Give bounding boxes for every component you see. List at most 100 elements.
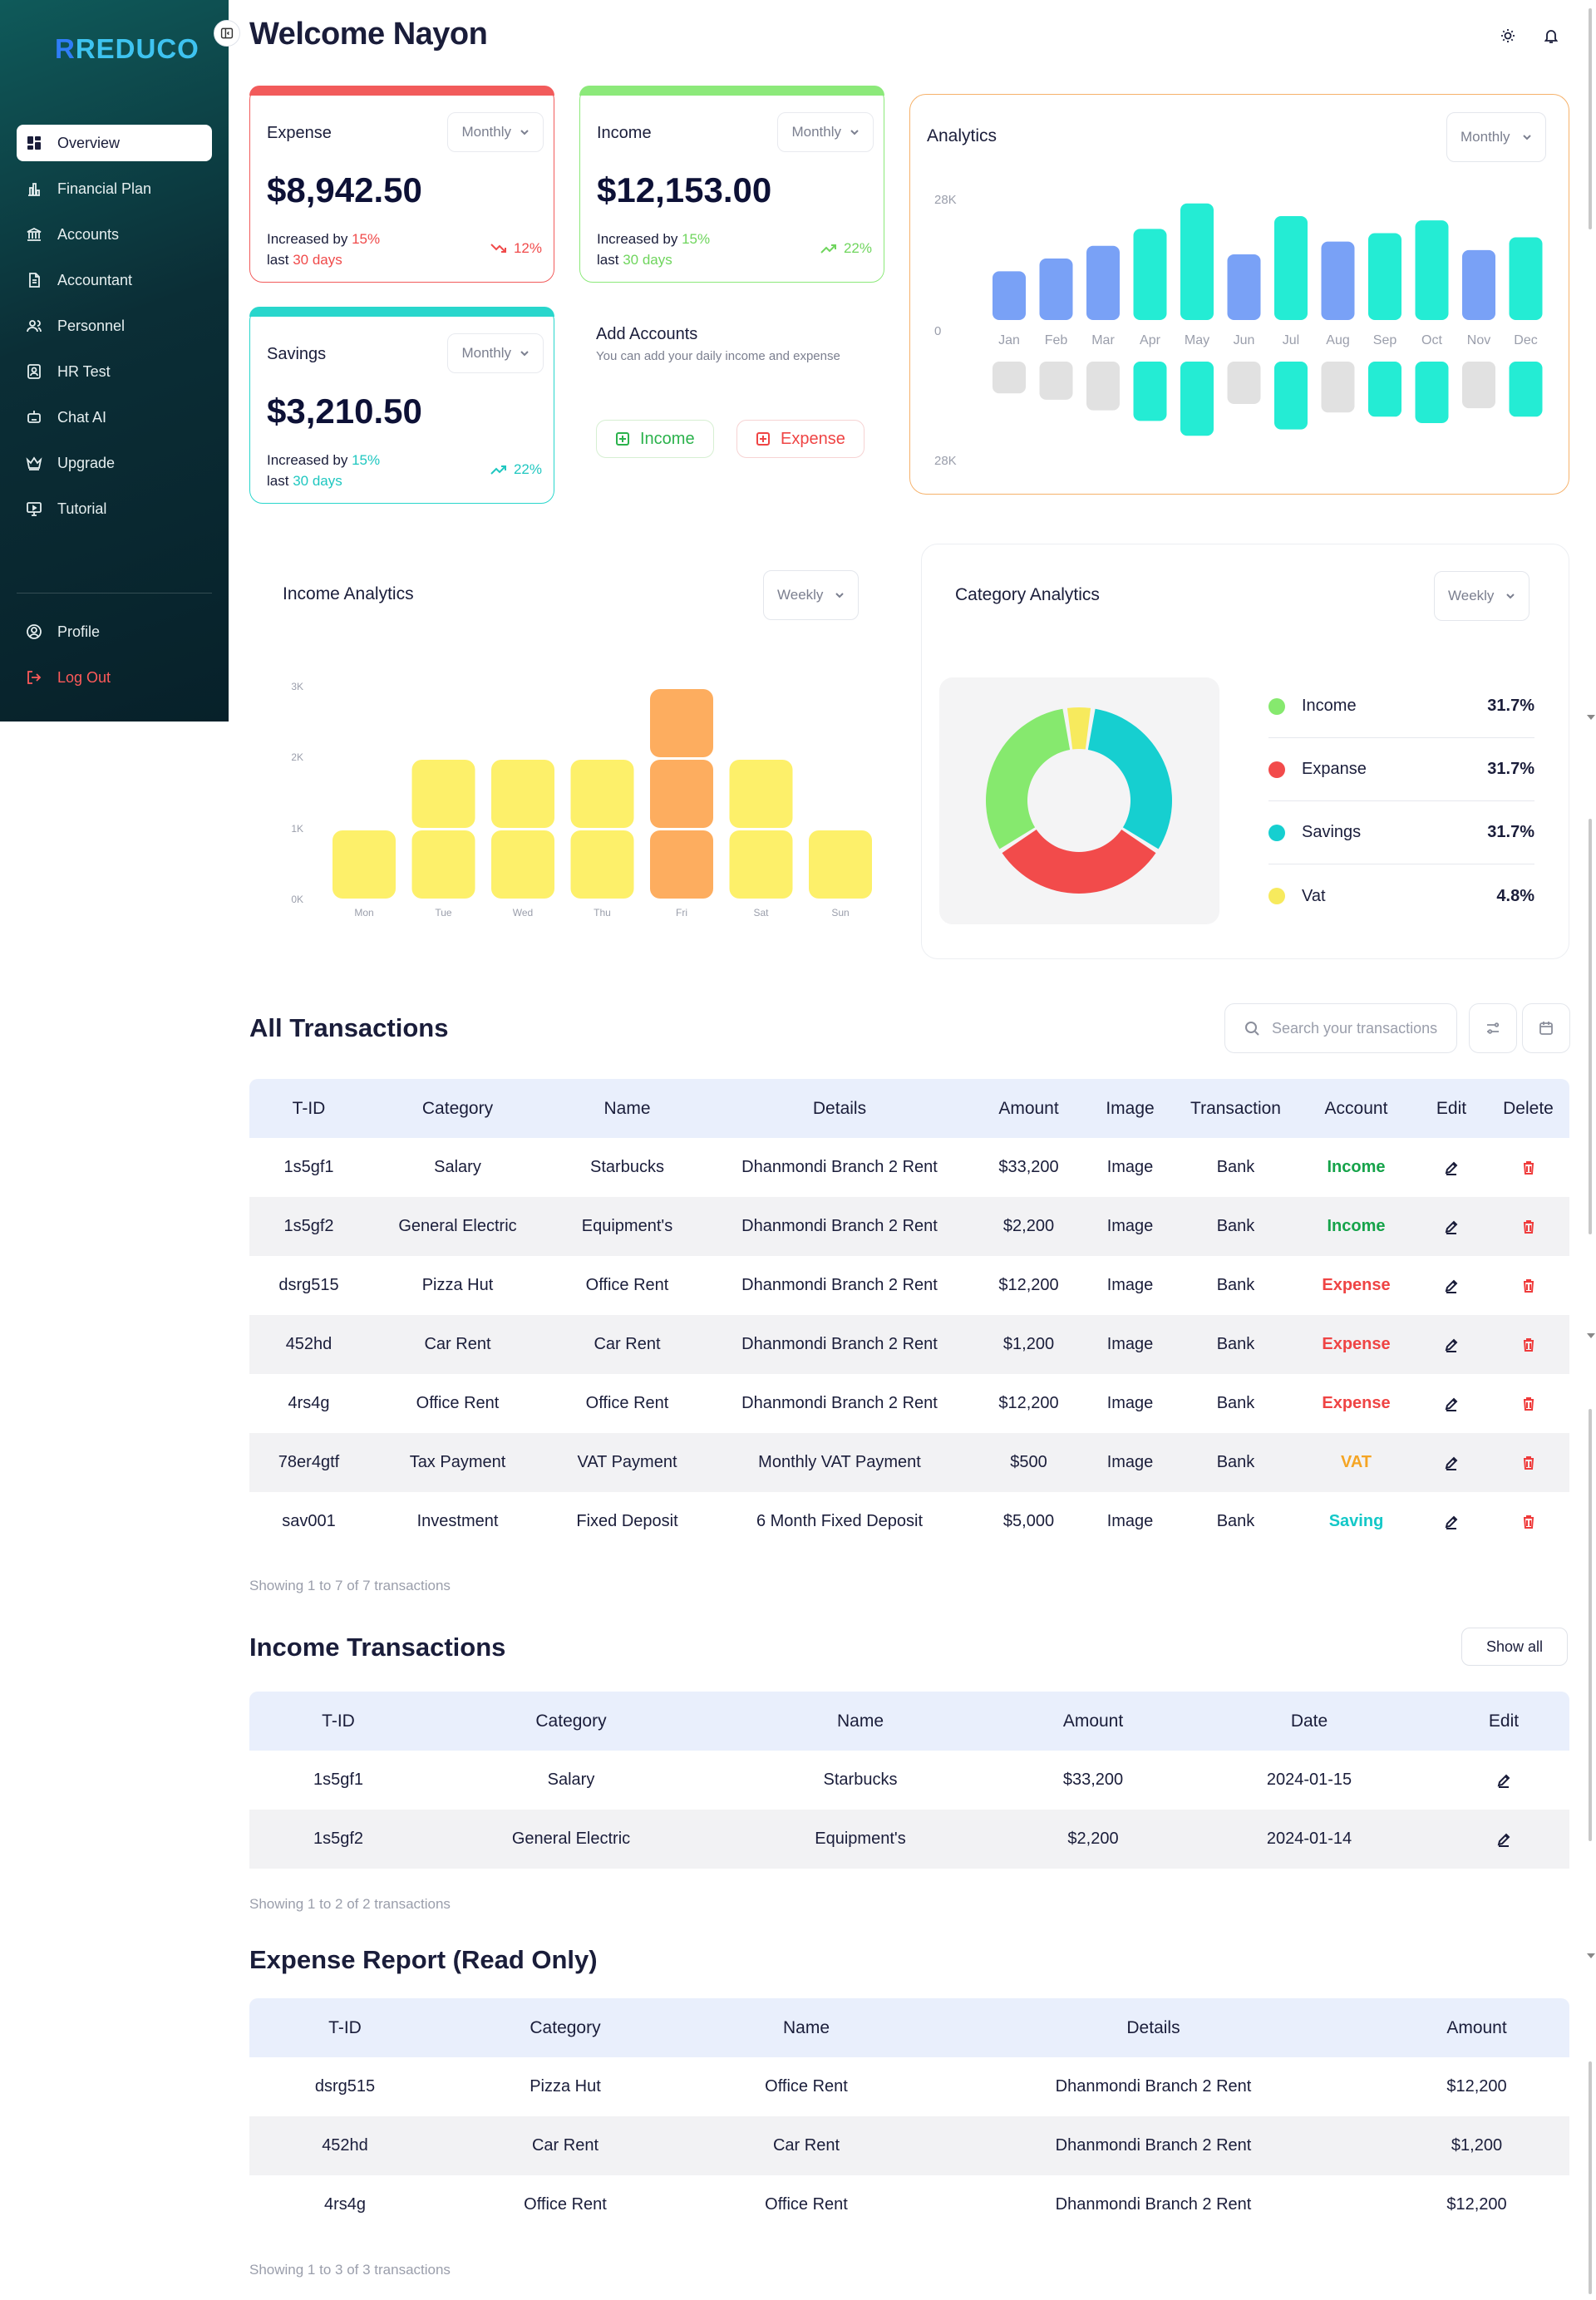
period-select[interactable]: Monthly — [777, 112, 874, 152]
sidebar-item-accounts[interactable]: Accounts — [17, 216, 212, 253]
bar-jan-top[interactable] — [993, 271, 1026, 320]
brand-logo[interactable]: RREDUCO — [55, 33, 200, 65]
column-header[interactable]: T-ID — [249, 1998, 441, 2057]
bar-mar-top[interactable] — [1086, 245, 1120, 320]
table-row[interactable]: 1s5gf1 Salary Starbucks Dhanmondi Branch 2 … — [249, 1138, 1569, 1197]
edit-button[interactable] — [1416, 1315, 1487, 1374]
column-header[interactable]: Category — [368, 1079, 547, 1138]
bar-fri-segment[interactable] — [650, 689, 713, 757]
add-income-button[interactable]: Income — [596, 420, 714, 458]
edit-button[interactable] — [1416, 1374, 1487, 1433]
sidebar-item-financial-plan[interactable]: Financial Plan — [17, 170, 212, 207]
bar-wed-segment[interactable] — [491, 830, 554, 899]
column-header[interactable]: Amount — [1384, 1998, 1569, 2057]
add-expense-button[interactable]: Expense — [736, 420, 864, 458]
bar-sat-segment[interactable] — [729, 760, 793, 828]
period-select[interactable]: Monthly — [447, 112, 544, 152]
delete-button[interactable] — [1487, 1374, 1569, 1433]
column-header[interactable]: Category — [427, 1692, 715, 1751]
delete-button[interactable] — [1487, 1197, 1569, 1256]
show-all-button[interactable]: Show all — [1461, 1628, 1568, 1666]
column-header[interactable]: Category — [441, 1998, 690, 2057]
bar-oct-top[interactable] — [1415, 220, 1449, 320]
column-header[interactable]: Image — [1086, 1079, 1175, 1138]
column-header[interactable]: T-ID — [249, 1079, 368, 1138]
filter-button[interactable] — [1469, 1003, 1517, 1053]
table-row[interactable]: dsrg515 Pizza Hut Office Rent Dhanmondi Bra… — [249, 1256, 1569, 1315]
category-analytics-period-select[interactable]: Weekly — [1434, 571, 1530, 621]
bar-jun-bottom[interactable] — [1227, 362, 1261, 404]
column-header[interactable]: T-ID — [249, 1692, 427, 1751]
transaction-search[interactable]: Search your transactions — [1224, 1003, 1457, 1053]
scrollbar-thumb[interactable] — [1589, 8, 1592, 229]
analytics-period-select[interactable]: Monthly — [1446, 112, 1546, 162]
sidebar-item-accountant[interactable]: Accountant — [17, 262, 212, 298]
sidebar-item-overview[interactable]: Overview — [17, 125, 212, 161]
edit-button[interactable] — [1416, 1256, 1487, 1315]
bar-dec-top[interactable] — [1509, 237, 1543, 320]
sidebar-item-personnel[interactable]: Personnel — [17, 308, 212, 344]
bar-mar-bottom[interactable] — [1086, 362, 1120, 411]
scrollbar-thumb[interactable] — [1589, 2061, 1592, 2294]
sidebar-item-profile[interactable]: Profile — [17, 613, 212, 650]
sidebar-collapse-button[interactable] — [214, 20, 240, 47]
cell-image[interactable]: Image — [1106, 1394, 1154, 1412]
bar-tue-segment[interactable] — [411, 830, 475, 899]
bar-aug-top[interactable] — [1321, 241, 1355, 320]
calendar-button[interactable] — [1522, 1003, 1570, 1053]
column-header[interactable]: Transaction — [1175, 1079, 1297, 1138]
scroll-down-arrow[interactable] — [1587, 715, 1595, 720]
scroll-down-arrow[interactable] — [1587, 1953, 1595, 1958]
edit-button[interactable] — [1416, 1197, 1487, 1256]
bar-sep-top[interactable] — [1368, 233, 1401, 320]
bar-tue-segment[interactable] — [411, 760, 475, 828]
bar-feb-bottom[interactable] — [1039, 362, 1073, 400]
bar-jun-top[interactable] — [1227, 254, 1261, 320]
table-row[interactable]: 1s5gf2 General Electric Equipment's Dhanmon… — [249, 1197, 1569, 1256]
bar-nov-top[interactable] — [1462, 249, 1495, 320]
column-header[interactable]: Name — [547, 1079, 707, 1138]
bar-jul-top[interactable] — [1274, 216, 1308, 320]
cell-image[interactable]: Image — [1086, 1433, 1175, 1492]
notifications-button[interactable] — [1540, 25, 1562, 47]
bar-wed-segment[interactable] — [491, 760, 554, 828]
sidebar-item-hr-test[interactable]: HR Test — [17, 353, 212, 390]
table-row[interactable]: 78er4gtf Tax Payment VAT Payment Monthly VA… — [249, 1433, 1569, 1492]
scroll-down-arrow[interactable] — [1587, 1333, 1595, 1338]
table-row[interactable]: 4rs4g Office Rent Office Rent Dhanmondi Bra… — [249, 1374, 1569, 1433]
column-header[interactable]: Name — [715, 1692, 1006, 1751]
theme-toggle-button[interactable] — [1497, 25, 1519, 47]
bar-may-bottom[interactable] — [1180, 362, 1214, 436]
bar-fri-segment[interactable] — [650, 760, 713, 828]
bar-aug-bottom[interactable] — [1321, 362, 1355, 413]
donut-slice-income[interactable] — [986, 708, 1071, 850]
scrollbar-thumb[interactable] — [1589, 1409, 1592, 1841]
scrollbar-thumb[interactable] — [1589, 819, 1592, 1234]
bar-may-top[interactable] — [1180, 203, 1214, 320]
column-header[interactable]: Details — [707, 1079, 972, 1138]
delete-button[interactable] — [1487, 1256, 1569, 1315]
sidebar-item-chat-ai[interactable]: Chat AI — [17, 399, 212, 436]
bar-sep-bottom[interactable] — [1368, 362, 1401, 417]
column-header[interactable]: Details — [923, 1998, 1384, 2057]
edit-button[interactable] — [1438, 1810, 1569, 1869]
bar-apr-top[interactable] — [1133, 229, 1167, 320]
table-row[interactable]: 1s5gf1 Salary Starbucks $33,200 2024-01-15 — [249, 1751, 1569, 1810]
edit-button[interactable] — [1416, 1433, 1487, 1492]
cell-image[interactable]: Image — [1086, 1315, 1175, 1374]
bar-feb-top[interactable] — [1039, 259, 1073, 320]
period-select[interactable]: Monthly — [447, 333, 544, 373]
edit-button[interactable] — [1416, 1492, 1487, 1551]
sidebar-item-upgrade[interactable]: Upgrade — [17, 445, 212, 481]
delete-button[interactable] — [1487, 1433, 1569, 1492]
bar-oct-bottom[interactable] — [1415, 362, 1449, 423]
column-header[interactable]: Date — [1180, 1692, 1438, 1751]
table-row[interactable]: sav001 Investment Fixed Deposit 6 Month Fix… — [249, 1492, 1569, 1551]
bar-nov-bottom[interactable] — [1462, 362, 1495, 409]
sidebar-item-tutorial[interactable]: Tutorial — [17, 490, 212, 527]
bar-dec-bottom[interactable] — [1509, 362, 1543, 417]
income-analytics-period-select[interactable]: Weekly — [763, 570, 860, 620]
edit-button[interactable] — [1416, 1138, 1487, 1197]
table-row[interactable]: 452hd Car Rent Car Rent Dhanmondi Branch 2 … — [249, 1315, 1569, 1374]
bar-fri-segment[interactable] — [650, 830, 713, 899]
